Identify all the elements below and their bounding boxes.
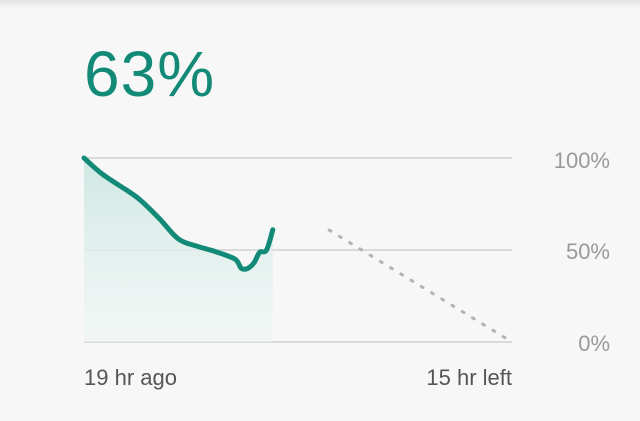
history-area-fill <box>84 158 273 342</box>
projection-line <box>327 228 514 344</box>
history-line <box>81 155 276 272</box>
y-tick-50: 50% <box>565 239 610 264</box>
y-tick-100: 100% <box>553 148 610 173</box>
x-start-label: 19 hr ago <box>84 365 177 390</box>
x-end-label: 15 hr left <box>426 365 512 390</box>
y-tick-0: 0% <box>578 331 610 356</box>
battery-percent: 63% <box>84 38 216 110</box>
app-bar-shadow <box>0 0 640 8</box>
